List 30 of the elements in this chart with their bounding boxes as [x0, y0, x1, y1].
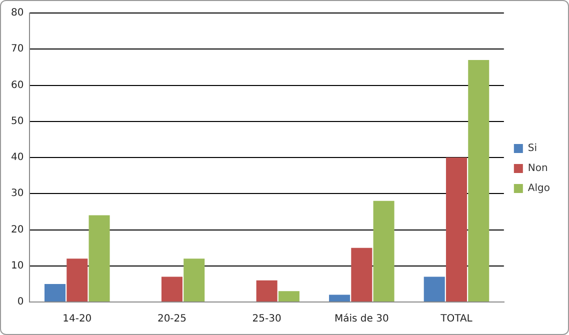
y-tick-label: 50	[10, 116, 24, 127]
x-tick-label: 20-25	[157, 314, 187, 325]
bar	[468, 60, 490, 302]
bar	[66, 258, 88, 302]
x-tick-label: 25-30	[252, 314, 282, 325]
bar	[351, 248, 372, 302]
y-tick-label: 30	[10, 188, 24, 200]
bar	[278, 291, 300, 302]
x-tick-label: Máis de 30	[334, 314, 389, 325]
bar	[88, 215, 110, 302]
y-tick-label: 10	[10, 260, 24, 272]
legend-label: Non	[528, 163, 548, 174]
y-tick-label: 0	[17, 296, 24, 308]
x-tick-label: TOTAL	[440, 314, 473, 325]
bar	[256, 280, 278, 302]
legend-label: Algo	[528, 183, 550, 194]
y-tick-label: 40	[10, 152, 24, 164]
y-tick-label: 70	[10, 44, 24, 55]
y-tick-label: 20	[10, 224, 24, 236]
bar	[446, 158, 468, 302]
bar	[373, 200, 394, 302]
bar	[44, 284, 66, 302]
y-tick-label: 80	[10, 8, 24, 19]
bar	[161, 276, 182, 302]
x-tick-label: 14-20	[62, 314, 92, 325]
bar	[424, 276, 445, 302]
bar	[329, 294, 350, 302]
bar	[184, 258, 205, 302]
legend-label: Si	[528, 143, 538, 154]
y-tick-label: 60	[10, 80, 24, 91]
